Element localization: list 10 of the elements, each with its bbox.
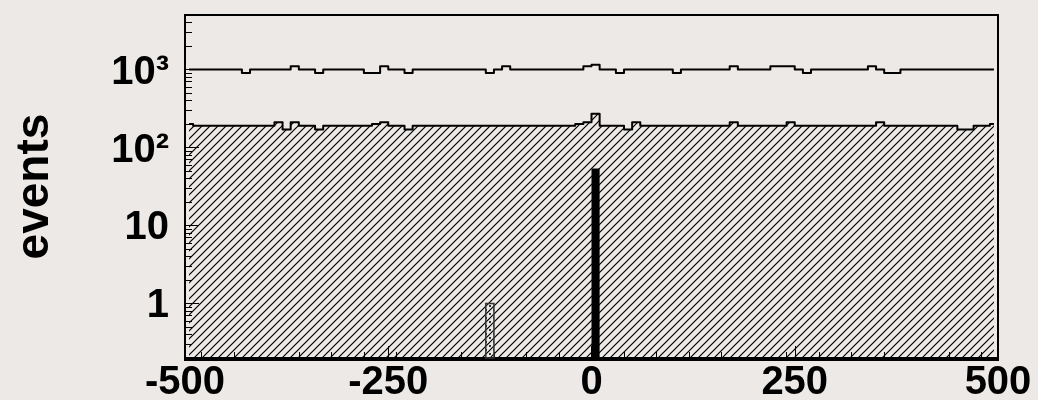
y-tick-label: 10: [124, 203, 169, 248]
x-tick-label: 500: [964, 358, 1032, 400]
y-tick-label: 10²: [111, 125, 169, 170]
x-tick-label: -500: [144, 358, 226, 400]
y-tick-label: 10³: [111, 47, 169, 92]
x-tick-label: -250: [348, 358, 429, 400]
x-tick-label: 0: [580, 358, 603, 400]
x-tick-label: 250: [761, 358, 829, 400]
y-axis-title: events: [6, 113, 58, 260]
y-tick-label: 1: [146, 281, 169, 326]
